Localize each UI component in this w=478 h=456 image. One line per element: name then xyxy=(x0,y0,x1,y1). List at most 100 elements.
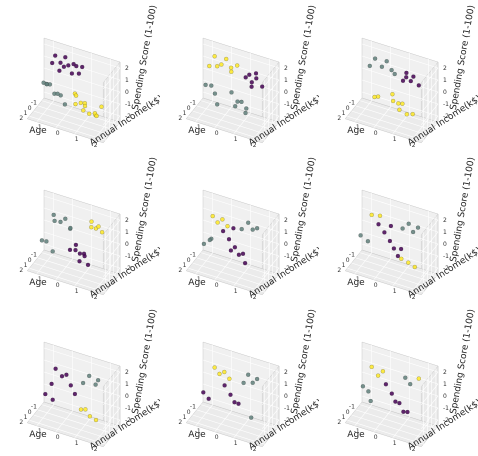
floor-pane xyxy=(185,401,280,448)
gridlines xyxy=(188,41,280,141)
data-point xyxy=(231,226,236,231)
z-tick-label: 0 xyxy=(284,241,288,248)
z-tick-label: 1 xyxy=(284,229,288,236)
z-tick-label: -1 xyxy=(284,405,290,412)
data-point xyxy=(207,63,212,69)
y-tick-label: 1 xyxy=(234,288,238,295)
series-3 xyxy=(383,382,410,415)
data-point xyxy=(404,70,409,76)
z-tick-label: -2 xyxy=(284,265,290,272)
floor-pane xyxy=(26,401,121,448)
data-point xyxy=(222,383,227,388)
data-point xyxy=(225,224,230,229)
data-point xyxy=(77,259,82,264)
y-tick-label: 1 xyxy=(75,288,79,295)
data-point xyxy=(400,101,405,106)
data-point xyxy=(412,264,417,270)
z-axis-label: Spending Score (1-100) xyxy=(290,308,318,415)
x-tick-label: 2 xyxy=(19,115,23,122)
data-point xyxy=(249,80,254,85)
data-point xyxy=(43,391,48,397)
data-point xyxy=(201,390,206,395)
z-tick-label: 0 xyxy=(284,89,288,96)
data-point xyxy=(220,228,226,234)
x-axis-label: Age xyxy=(29,430,47,440)
data-point xyxy=(59,374,65,379)
z-tick-label: -2 xyxy=(284,417,290,424)
data-point xyxy=(253,71,259,76)
data-point xyxy=(393,399,398,404)
data-point xyxy=(58,60,63,65)
z-axis-label: Spending Score (1-100) xyxy=(131,156,159,263)
z-tick-label: 2 xyxy=(125,369,129,376)
y-tick-label: 0 xyxy=(215,130,219,137)
y-tick-label: 2 xyxy=(412,446,416,453)
data-point xyxy=(93,417,99,423)
data-point xyxy=(73,101,78,107)
data-point xyxy=(232,400,237,405)
y-tick-label: 1 xyxy=(234,440,238,447)
data-point xyxy=(222,369,227,375)
x-tick-label: 2 xyxy=(337,419,341,426)
x-tick-label: 1 xyxy=(24,414,28,421)
data-point xyxy=(396,101,401,106)
data-point xyxy=(389,391,394,396)
data-point xyxy=(203,82,208,88)
z-tick-label: 2 xyxy=(443,369,447,376)
data-point xyxy=(240,251,246,256)
x-tick-label: -1 xyxy=(349,252,355,259)
data-point xyxy=(387,238,393,244)
data-point xyxy=(392,71,397,77)
x-tick-label: 2 xyxy=(178,267,182,274)
data-point xyxy=(76,71,82,76)
floor-pane xyxy=(185,97,280,144)
y-tick-label: 1 xyxy=(234,136,238,143)
data-point xyxy=(233,104,238,109)
data-point xyxy=(408,78,413,84)
series-3 xyxy=(220,226,248,266)
z-tick-label: -1 xyxy=(125,405,131,412)
x-tick-label: -1 xyxy=(349,404,355,411)
z-tick-label: 1 xyxy=(443,381,447,388)
x-axis-label: Age xyxy=(188,126,206,136)
data-point xyxy=(212,91,218,96)
data-point xyxy=(63,216,68,221)
data-point xyxy=(80,380,86,386)
x-axis-label: Age xyxy=(188,430,206,440)
data-point xyxy=(51,212,56,218)
data-point xyxy=(236,252,242,257)
x-tick-label: -1 xyxy=(31,252,37,259)
z-axis-label: Spending Score (1-100) xyxy=(131,308,159,415)
z-tick-label: 0 xyxy=(443,241,447,248)
data-point xyxy=(405,409,410,415)
z-tick-label: 0 xyxy=(443,89,447,96)
x-tick-label: 1 xyxy=(342,414,346,421)
x-axis-label: Age xyxy=(29,126,47,136)
data-point xyxy=(207,237,212,243)
data-point xyxy=(39,238,45,243)
data-point xyxy=(242,260,248,266)
data-point xyxy=(235,99,240,104)
x-axis-label: Age xyxy=(347,126,365,136)
x-tick-label: 2 xyxy=(337,115,341,122)
gridlines xyxy=(347,345,439,445)
data-point xyxy=(89,219,94,224)
data-point xyxy=(87,373,92,379)
y-tick-label: 2 xyxy=(412,142,416,149)
series-2 xyxy=(43,366,78,402)
y-tick-label: -1 xyxy=(195,124,201,131)
data-point xyxy=(77,251,83,256)
data-point xyxy=(210,213,215,219)
data-point xyxy=(372,94,377,100)
y-tick-label: 1 xyxy=(393,136,397,143)
data-point xyxy=(53,53,58,58)
data-point xyxy=(80,64,85,70)
y-tick-label: 1 xyxy=(75,136,79,143)
data-point xyxy=(401,409,406,414)
data-point xyxy=(82,253,87,259)
